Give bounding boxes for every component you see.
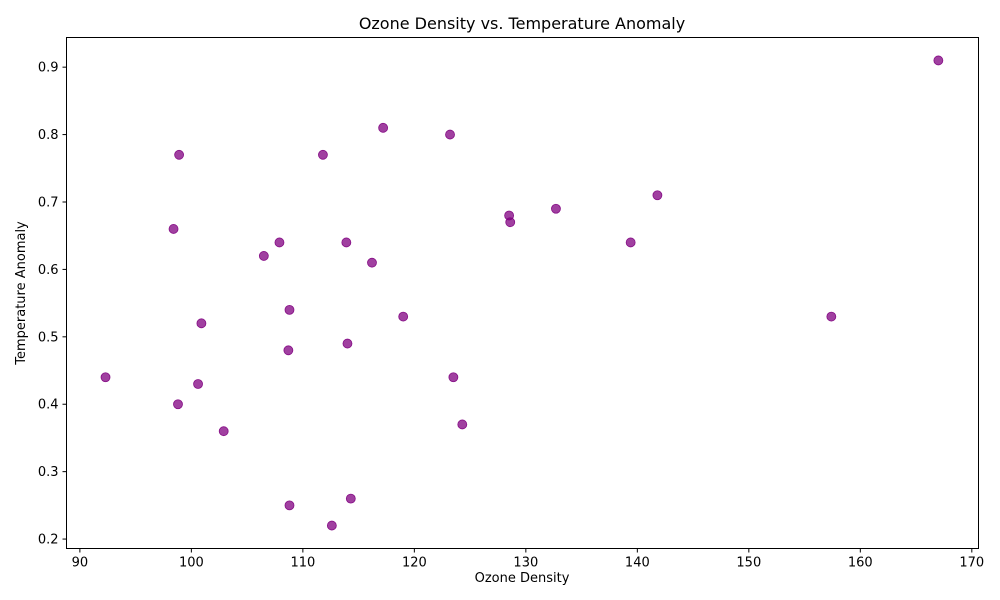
- y-tick-label: 0.9: [38, 61, 59, 76]
- scatter-point: [625, 237, 636, 248]
- x-tick-label: 170: [959, 556, 984, 571]
- scatter-point: [505, 217, 516, 228]
- y-tick-label: 0.2: [38, 533, 59, 548]
- x-tick-label: 140: [625, 556, 650, 571]
- y-tick-label: 0.5: [38, 330, 59, 345]
- x-tick-label: 120: [402, 556, 427, 571]
- data-points: [100, 55, 944, 531]
- scatter-point: [100, 372, 111, 383]
- x-tick-label: 150: [736, 556, 761, 571]
- scatter-point: [457, 419, 468, 430]
- scatter-point: [345, 493, 356, 504]
- scatter-point: [258, 251, 269, 261]
- x-tick-label: 130: [513, 556, 538, 571]
- x-tick-label: 110: [290, 556, 315, 571]
- x-tick-label: 160: [848, 556, 873, 571]
- axis-ticks: 90 100 110 120 130 140 150 160 170 0.2 0.3 0.4 0.5 0.…: [38, 61, 984, 571]
- scatter-point: [173, 399, 183, 410]
- y-tick-label: 0.8: [38, 128, 59, 143]
- plot-area-frame: [66, 37, 979, 549]
- scatter-point: [193, 379, 203, 389]
- scatter-point: [196, 318, 207, 329]
- scatter-point: [342, 338, 353, 349]
- scatter-point: [168, 224, 179, 234]
- y-tick-label: 0.4: [38, 398, 59, 413]
- scatter-point: [284, 304, 295, 315]
- scatter-point: [933, 55, 944, 66]
- scatter-point: [326, 520, 337, 531]
- y-tick-label: 0.6: [38, 263, 59, 278]
- scatter-point: [826, 311, 837, 322]
- scatter-point: [341, 237, 352, 248]
- scatter-point: [551, 203, 561, 214]
- scatter-point: [652, 190, 663, 201]
- scatter-point: [378, 122, 389, 133]
- y-axis-label: Temperature Anomaly: [14, 221, 29, 366]
- scatter-point: [448, 372, 459, 383]
- scatter-point: [274, 237, 285, 248]
- scatter-point: [218, 426, 229, 437]
- scatter-point: [174, 149, 185, 160]
- scatter-point: [283, 345, 294, 356]
- y-tick-label: 0.7: [38, 195, 59, 210]
- x-tick-label: 90: [72, 556, 89, 571]
- x-tick-label: 100: [179, 556, 204, 571]
- scatter-point: [367, 257, 377, 268]
- scatter-point: [398, 311, 409, 322]
- x-axis-label: Ozone Density: [475, 571, 570, 586]
- scatter-point: [284, 500, 295, 511]
- y-tick-label: 0.3: [38, 465, 59, 480]
- scatter-point: [318, 149, 328, 160]
- chart-title: Ozone Density vs. Temperature Anomaly: [359, 14, 685, 33]
- scatter-point: [445, 129, 455, 140]
